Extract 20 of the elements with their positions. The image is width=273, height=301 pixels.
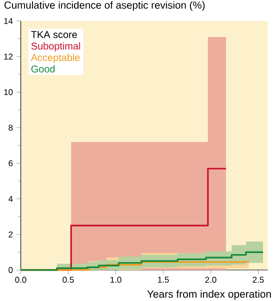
x-tick-label: 1.5: [158, 276, 169, 283]
x-tick-label: 2.5: [252, 276, 264, 283]
y-tick-label: 14: [4, 18, 13, 24]
x-tick-label: 1.0: [110, 276, 122, 283]
x-tick-label: 0.0: [15, 276, 26, 283]
text: Good: [31, 65, 55, 72]
x-tick-label: 2.0: [205, 276, 216, 283]
text: Acceptable: [31, 54, 80, 63]
x-tick-label: 0.5: [62, 276, 74, 283]
y-tick-label: 0: [8, 267, 13, 273]
y-tick-label: 2: [8, 231, 13, 238]
x-axis-title: Years from index operation: [147, 290, 271, 300]
legend-title: TKA score: [31, 31, 78, 38]
y-axis-title: Cumulative incidence of aseptic revision (%): [4, 1, 205, 11]
y-tick-label: 6: [8, 160, 13, 166]
y-tick-label: 8: [8, 124, 13, 131]
y-tick-label: 4: [8, 196, 13, 202]
y-tick-label: 12: [4, 54, 13, 60]
y-tick-label: 10: [4, 89, 13, 96]
text: Suboptimal: [31, 42, 80, 52]
